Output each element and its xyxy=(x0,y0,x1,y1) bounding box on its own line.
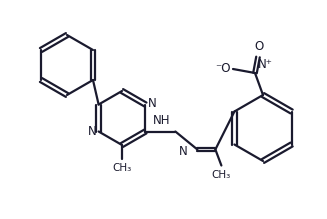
Text: O: O xyxy=(254,40,264,53)
Text: N: N xyxy=(179,145,187,158)
Text: CH₃: CH₃ xyxy=(112,163,132,173)
Text: N⁺: N⁺ xyxy=(258,58,273,71)
Text: N: N xyxy=(88,125,96,138)
Text: NH: NH xyxy=(153,113,170,127)
Text: CH₃: CH₃ xyxy=(212,170,231,180)
Text: N: N xyxy=(147,97,156,110)
Text: ⁻O: ⁻O xyxy=(215,62,231,76)
